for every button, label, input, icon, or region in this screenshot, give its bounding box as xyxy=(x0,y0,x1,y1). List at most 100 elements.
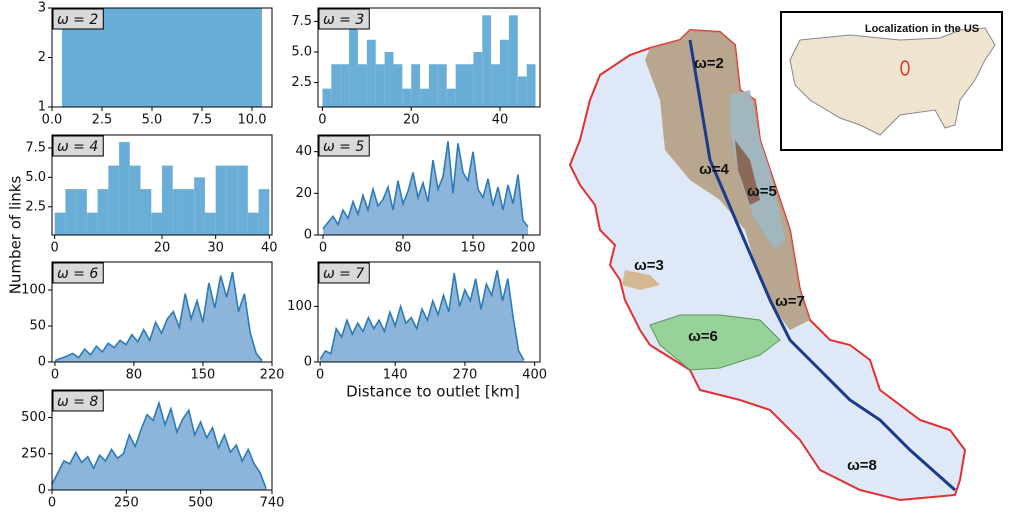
x-tick-label: 0.0 xyxy=(42,113,63,128)
bar xyxy=(183,189,195,235)
map-label: ω=2 xyxy=(694,55,724,72)
bar xyxy=(226,165,238,235)
bar xyxy=(500,39,509,107)
panel-title: ω = 7 xyxy=(323,266,364,282)
x-tick-label: 140 xyxy=(383,368,408,383)
axes-frame xyxy=(317,7,541,108)
basin-map: ω=2 ω=3 ω=4 ω=5 ω=7 ω=6 ω=8 xyxy=(568,28,967,502)
y-tick-label: 2 xyxy=(38,50,46,65)
bar xyxy=(437,64,447,107)
axes-frame xyxy=(51,389,273,491)
bar xyxy=(455,64,465,107)
y-tick-label: 1 xyxy=(38,100,46,115)
bar xyxy=(508,15,518,107)
bar xyxy=(54,212,66,235)
bar xyxy=(482,15,492,107)
x-tick-label: 80 xyxy=(395,241,412,256)
y-tick-label: 0 xyxy=(38,355,46,370)
x-tick-label: 20 xyxy=(403,113,420,128)
bar xyxy=(402,88,412,107)
subbasin-6 xyxy=(649,314,781,371)
bar xyxy=(517,76,527,107)
x-tick-label: 20 xyxy=(154,241,171,256)
y-tick-label: 7.5 xyxy=(25,140,46,155)
bar xyxy=(65,189,77,235)
line xyxy=(54,271,263,362)
basin-location xyxy=(900,60,910,76)
y-tick-label: 0 xyxy=(304,355,312,370)
panel-title: ω = 5 xyxy=(323,139,364,155)
us-outline xyxy=(789,27,996,136)
bar xyxy=(473,52,483,107)
y-tick-label: 2.5 xyxy=(25,199,46,214)
bar xyxy=(375,64,385,107)
title-box xyxy=(52,135,104,157)
x-tick-label: 400 xyxy=(522,368,547,383)
y-tick-label: 5.0 xyxy=(25,170,46,185)
bar xyxy=(172,189,184,235)
map-label: ω=7 xyxy=(775,293,805,310)
title-box xyxy=(318,262,370,284)
x-tick-label: 250 xyxy=(114,496,139,511)
area-fill xyxy=(52,403,267,490)
x-tick-label: 5.0 xyxy=(142,113,163,128)
map-label: ω=6 xyxy=(688,328,718,345)
x-tick-label: 0 xyxy=(51,241,59,256)
x-tick-label: 220 xyxy=(260,368,285,383)
y-tick-label: 0 xyxy=(38,483,46,498)
x-tick-label: 40 xyxy=(261,241,278,256)
bar xyxy=(108,165,120,235)
map-label: ω=3 xyxy=(634,257,664,274)
panel-title: ω = 3 xyxy=(323,12,364,28)
bar xyxy=(384,52,394,107)
x-tick-label: 150 xyxy=(191,368,216,383)
area-fill xyxy=(323,141,528,235)
x-tick-label: 0 xyxy=(51,368,59,383)
x-tick-label: 200 xyxy=(511,241,536,256)
bar xyxy=(215,165,227,235)
bar xyxy=(446,88,456,107)
bar xyxy=(258,189,270,235)
bar xyxy=(322,88,332,107)
bar xyxy=(237,165,248,235)
y-tick-label: 100 xyxy=(21,283,46,298)
y-tick-label: 250 xyxy=(21,446,46,461)
x-tick-label: 40 xyxy=(492,113,509,128)
bar xyxy=(357,64,367,107)
y-tick-label: 3 xyxy=(38,1,46,16)
x-tick-label: 10.0 xyxy=(238,113,267,128)
x-tick-label: 740 xyxy=(260,496,285,511)
x-tick-label: 2.5 xyxy=(92,113,113,128)
x-tick-label: 150 xyxy=(461,241,486,256)
line xyxy=(319,270,525,361)
subbasin-5 xyxy=(730,90,785,250)
panel-title: ω = 2 xyxy=(57,12,98,28)
main-river xyxy=(688,39,956,492)
map-label: ω=5 xyxy=(747,183,777,200)
y-tick-label: 500 xyxy=(21,410,46,425)
bar xyxy=(247,212,259,235)
y-tick-label: 5.0 xyxy=(291,45,312,60)
y-tick-label: 20 xyxy=(295,186,312,201)
bar xyxy=(393,64,403,107)
x-tick-label: 270 xyxy=(453,368,478,383)
panel-title: ω = 4 xyxy=(57,139,98,155)
bar xyxy=(140,189,152,235)
area-fill xyxy=(54,272,263,362)
bar xyxy=(97,189,109,235)
bar xyxy=(491,64,501,107)
bar xyxy=(340,64,350,107)
bar xyxy=(366,39,376,107)
inset-title: Localization in the US xyxy=(865,23,979,35)
bar xyxy=(349,27,358,107)
bar xyxy=(204,212,216,235)
line xyxy=(51,400,267,489)
title-box xyxy=(318,135,370,157)
x-tick-label: 80 xyxy=(126,368,143,383)
y-tick-label: 100 xyxy=(287,299,312,314)
x-tick-label: 0 xyxy=(319,241,327,256)
panel-title: ω = 8 xyxy=(57,394,98,410)
axes-frame xyxy=(317,134,541,236)
